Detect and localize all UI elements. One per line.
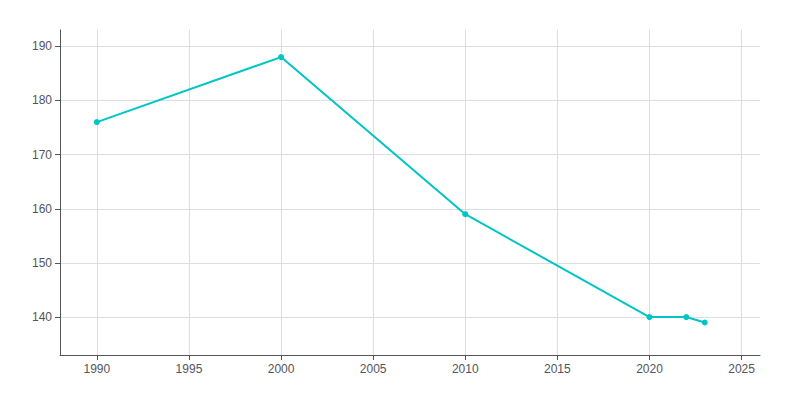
svg-text:1990: 1990: [83, 362, 110, 376]
svg-text:140: 140: [32, 310, 52, 324]
svg-text:2015: 2015: [544, 362, 571, 376]
svg-text:2010: 2010: [452, 362, 479, 376]
svg-text:150: 150: [32, 256, 52, 270]
svg-text:170: 170: [32, 148, 52, 162]
svg-text:2020: 2020: [636, 362, 663, 376]
svg-text:2025: 2025: [728, 362, 755, 376]
svg-text:2005: 2005: [360, 362, 387, 376]
svg-text:2000: 2000: [268, 362, 295, 376]
svg-text:190: 190: [32, 39, 52, 53]
svg-text:1995: 1995: [176, 362, 203, 376]
svg-text:180: 180: [32, 93, 52, 107]
svg-text:160: 160: [32, 202, 52, 216]
